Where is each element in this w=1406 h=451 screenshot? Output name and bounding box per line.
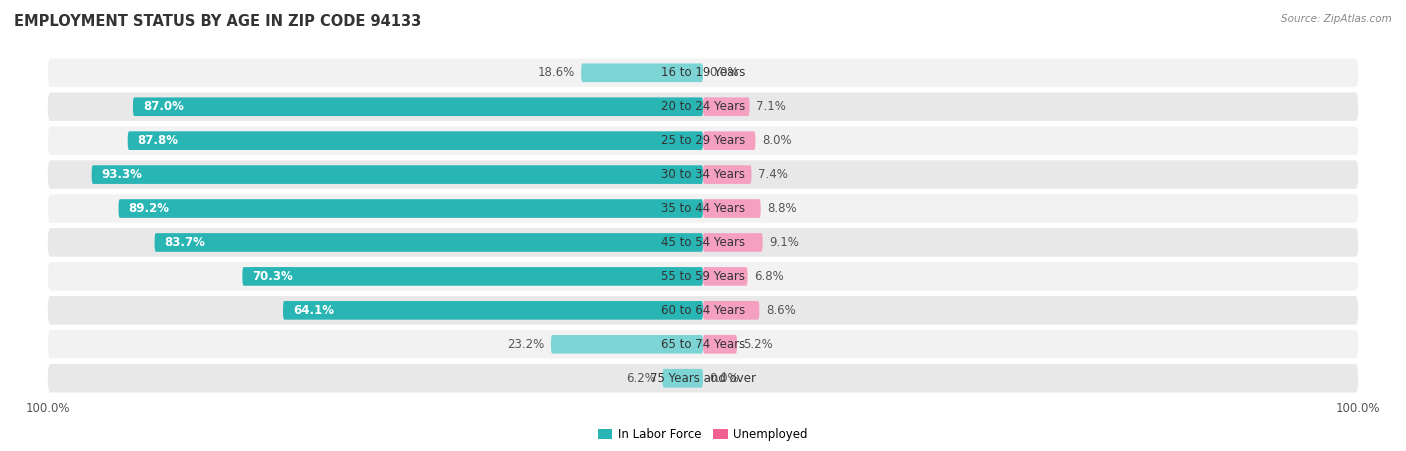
Text: 65 to 74 Years: 65 to 74 Years: [661, 338, 745, 351]
Legend: In Labor Force, Unemployed: In Labor Force, Unemployed: [593, 423, 813, 446]
FancyBboxPatch shape: [48, 126, 1358, 155]
Text: 5.2%: 5.2%: [744, 338, 773, 351]
Text: Source: ZipAtlas.com: Source: ZipAtlas.com: [1281, 14, 1392, 23]
Text: 8.0%: 8.0%: [762, 134, 792, 147]
Text: 70.3%: 70.3%: [252, 270, 292, 283]
FancyBboxPatch shape: [118, 199, 703, 218]
Text: 18.6%: 18.6%: [537, 66, 575, 79]
Text: 16 to 19 Years: 16 to 19 Years: [661, 66, 745, 79]
FancyBboxPatch shape: [48, 161, 1358, 189]
FancyBboxPatch shape: [662, 369, 703, 387]
FancyBboxPatch shape: [703, 165, 751, 184]
FancyBboxPatch shape: [283, 301, 703, 320]
Text: 35 to 44 Years: 35 to 44 Years: [661, 202, 745, 215]
Text: 7.4%: 7.4%: [758, 168, 787, 181]
FancyBboxPatch shape: [703, 97, 749, 116]
FancyBboxPatch shape: [128, 131, 703, 150]
FancyBboxPatch shape: [48, 194, 1358, 223]
FancyBboxPatch shape: [581, 64, 703, 82]
Text: 55 to 59 Years: 55 to 59 Years: [661, 270, 745, 283]
FancyBboxPatch shape: [703, 233, 762, 252]
FancyBboxPatch shape: [91, 165, 703, 184]
Text: 8.8%: 8.8%: [768, 202, 797, 215]
Text: 45 to 54 Years: 45 to 54 Years: [661, 236, 745, 249]
FancyBboxPatch shape: [703, 301, 759, 320]
Text: 6.8%: 6.8%: [754, 270, 785, 283]
FancyBboxPatch shape: [155, 233, 703, 252]
FancyBboxPatch shape: [551, 335, 703, 354]
FancyBboxPatch shape: [48, 364, 1358, 392]
FancyBboxPatch shape: [48, 92, 1358, 121]
Text: 9.1%: 9.1%: [769, 236, 799, 249]
FancyBboxPatch shape: [134, 97, 703, 116]
Text: 93.3%: 93.3%: [101, 168, 142, 181]
Text: EMPLOYMENT STATUS BY AGE IN ZIP CODE 94133: EMPLOYMENT STATUS BY AGE IN ZIP CODE 941…: [14, 14, 422, 28]
Text: 7.1%: 7.1%: [756, 100, 786, 113]
FancyBboxPatch shape: [48, 59, 1358, 87]
Text: 6.2%: 6.2%: [626, 372, 655, 385]
FancyBboxPatch shape: [703, 131, 755, 150]
Text: 0.0%: 0.0%: [710, 66, 740, 79]
FancyBboxPatch shape: [48, 330, 1358, 359]
Text: 8.6%: 8.6%: [766, 304, 796, 317]
FancyBboxPatch shape: [48, 296, 1358, 325]
FancyBboxPatch shape: [703, 335, 737, 354]
FancyBboxPatch shape: [703, 199, 761, 218]
Text: 87.0%: 87.0%: [143, 100, 184, 113]
FancyBboxPatch shape: [48, 228, 1358, 257]
Text: 23.2%: 23.2%: [508, 338, 544, 351]
FancyBboxPatch shape: [48, 262, 1358, 290]
Text: 89.2%: 89.2%: [128, 202, 169, 215]
FancyBboxPatch shape: [242, 267, 703, 286]
Text: 0.0%: 0.0%: [710, 372, 740, 385]
Text: 60 to 64 Years: 60 to 64 Years: [661, 304, 745, 317]
FancyBboxPatch shape: [703, 267, 748, 286]
Text: 83.7%: 83.7%: [165, 236, 205, 249]
Text: 87.8%: 87.8%: [138, 134, 179, 147]
Text: 30 to 34 Years: 30 to 34 Years: [661, 168, 745, 181]
Text: 25 to 29 Years: 25 to 29 Years: [661, 134, 745, 147]
Text: 75 Years and over: 75 Years and over: [650, 372, 756, 385]
Text: 20 to 24 Years: 20 to 24 Years: [661, 100, 745, 113]
Text: 64.1%: 64.1%: [292, 304, 333, 317]
